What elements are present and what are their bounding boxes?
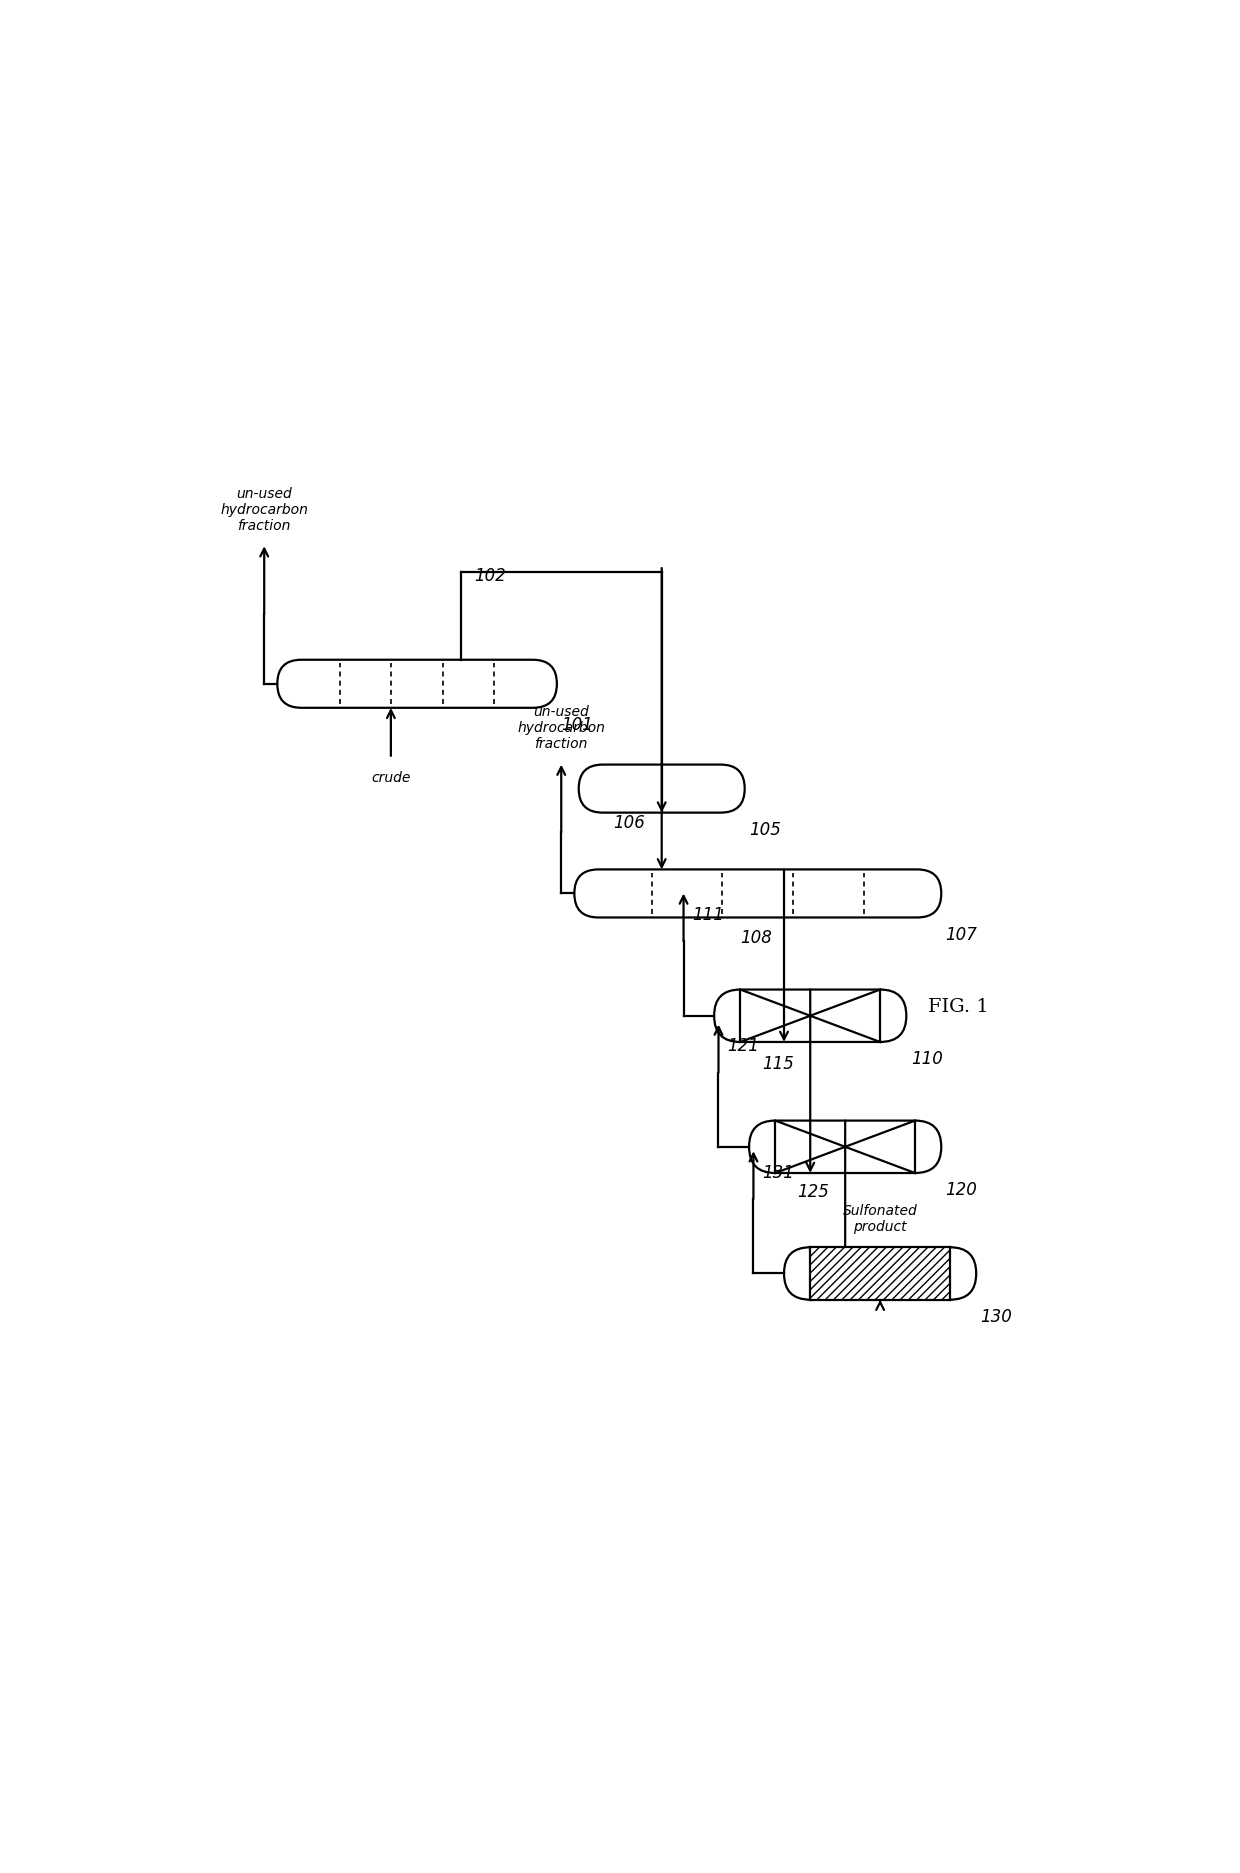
Text: 101: 101 [562, 715, 593, 734]
Text: 110: 110 [910, 1051, 942, 1068]
Text: FIG. 1: FIG. 1 [929, 998, 990, 1015]
Text: 121: 121 [727, 1038, 759, 1054]
Text: 108: 108 [740, 929, 773, 948]
Text: 111: 111 [692, 907, 724, 923]
Text: 125: 125 [797, 1184, 830, 1201]
FancyBboxPatch shape [574, 869, 941, 918]
Text: 106: 106 [614, 815, 646, 832]
Text: Sulfonated
product: Sulfonated product [843, 1204, 918, 1234]
Text: 107: 107 [946, 925, 977, 944]
FancyBboxPatch shape [579, 764, 745, 813]
FancyBboxPatch shape [714, 989, 906, 1041]
Text: 102: 102 [474, 568, 506, 586]
Text: crude: crude [371, 770, 410, 785]
Bar [810, 1247, 950, 1300]
FancyBboxPatch shape [784, 1247, 976, 1300]
Text: 120: 120 [946, 1182, 977, 1199]
Text: un-used
hydrocarbon
fraction: un-used hydrocarbon fraction [221, 487, 309, 534]
Text: un-used
hydrocarbon
fraction: un-used hydrocarbon fraction [517, 704, 605, 751]
FancyBboxPatch shape [278, 659, 557, 708]
Text: 105: 105 [749, 820, 781, 839]
FancyBboxPatch shape [749, 1120, 941, 1172]
Text: 115: 115 [763, 1054, 794, 1073]
Text: 130: 130 [981, 1307, 1013, 1326]
Text: 131: 131 [763, 1163, 794, 1182]
